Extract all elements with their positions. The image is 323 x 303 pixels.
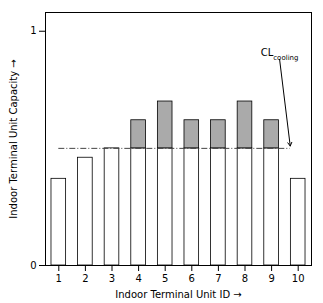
svg-text:CLcooling: CLcooling	[261, 47, 299, 62]
svg-text:0: 0	[30, 260, 36, 271]
svg-text:1: 1	[56, 273, 62, 284]
svg-text:3: 3	[109, 273, 115, 284]
svg-text:5: 5	[162, 273, 168, 284]
svg-text:4: 4	[135, 273, 141, 284]
svg-text:Indoor Terminal Unit Capacity: Indoor Terminal Unit Capacity →	[8, 59, 19, 218]
svg-text:8: 8	[242, 273, 248, 284]
svg-text:10: 10	[292, 273, 305, 284]
svg-text:9: 9	[268, 273, 274, 284]
svg-text:2: 2	[82, 273, 88, 284]
svg-text:6: 6	[189, 273, 195, 284]
svg-text:7: 7	[215, 273, 221, 284]
svg-text:Indoor Terminal Unit ID →: Indoor Terminal Unit ID →	[115, 289, 241, 300]
svg-text:1: 1	[30, 25, 36, 36]
